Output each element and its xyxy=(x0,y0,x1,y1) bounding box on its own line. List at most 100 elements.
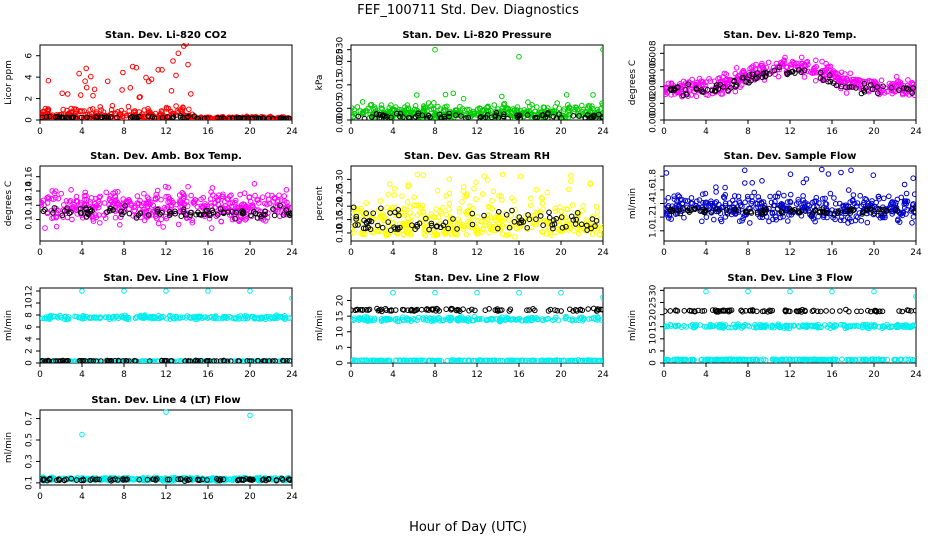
data-point xyxy=(237,191,243,198)
data-point xyxy=(405,182,412,188)
data-point xyxy=(435,214,442,220)
data-point xyxy=(912,85,916,91)
data-point xyxy=(91,314,97,320)
data-point xyxy=(383,231,390,237)
data-point-reference xyxy=(40,208,47,215)
data-point xyxy=(722,184,728,191)
data-point-reference xyxy=(480,115,487,120)
data-point xyxy=(499,357,506,363)
data-point xyxy=(664,357,667,363)
data-point-reference xyxy=(574,210,581,216)
data-points xyxy=(40,181,292,231)
data-point xyxy=(369,357,375,363)
data-point xyxy=(813,57,819,64)
x-tick-label: 0 xyxy=(348,127,354,137)
y-tick-label: 0.3 xyxy=(25,454,35,468)
data-point-reference xyxy=(588,114,594,120)
data-point xyxy=(516,53,522,60)
data-point xyxy=(205,288,211,294)
data-point-reference xyxy=(713,206,719,212)
data-point xyxy=(705,92,711,98)
data-point xyxy=(889,199,895,206)
y-tick-label: 10 xyxy=(649,333,659,345)
data-point xyxy=(204,315,211,321)
data-point-reference xyxy=(397,110,404,117)
data-point xyxy=(351,222,355,229)
data-point xyxy=(124,315,130,322)
data-point xyxy=(115,205,121,211)
data-point-reference xyxy=(218,115,225,120)
data-point-reference xyxy=(570,217,577,223)
data-point xyxy=(422,220,429,227)
data-point-reference xyxy=(258,213,265,220)
data-point xyxy=(719,205,725,211)
data-point-reference xyxy=(567,306,573,313)
data-point xyxy=(550,317,556,324)
data-point xyxy=(909,220,915,226)
data-point xyxy=(408,213,415,220)
data-point xyxy=(743,211,750,218)
data-point xyxy=(477,316,483,322)
data-point xyxy=(827,190,834,197)
data-point xyxy=(557,204,563,210)
data-point-reference xyxy=(376,115,382,120)
data-point xyxy=(509,357,516,363)
data-point-reference xyxy=(540,222,546,228)
data-point-reference xyxy=(114,114,120,120)
x-tick-label: 20 xyxy=(244,370,256,380)
data-point xyxy=(539,195,546,202)
data-point xyxy=(40,108,47,115)
data-point-reference xyxy=(558,308,564,314)
data-point xyxy=(868,322,874,328)
data-point xyxy=(277,314,284,320)
data-point xyxy=(863,196,870,203)
data-point-reference xyxy=(546,214,553,221)
x-tick-label: 12 xyxy=(784,370,795,380)
data-point-reference xyxy=(362,225,369,232)
data-point-reference xyxy=(691,308,698,314)
x-tick-label: 20 xyxy=(555,248,567,258)
y-tick-label: 0.5 xyxy=(25,433,35,447)
data-point xyxy=(129,63,136,70)
data-point-reference xyxy=(405,115,412,120)
data-point xyxy=(220,193,226,200)
data-point-reference xyxy=(830,80,837,86)
data-point-reference xyxy=(195,209,201,216)
data-point xyxy=(79,316,86,322)
data-point xyxy=(40,202,44,208)
data-point-reference xyxy=(680,205,686,212)
data-point xyxy=(539,228,545,235)
data-point xyxy=(526,357,533,363)
data-point-reference xyxy=(411,308,417,314)
y-tick-label: 0.006 xyxy=(649,57,659,83)
data-point-reference xyxy=(409,222,415,228)
data-point xyxy=(664,91,669,97)
data-point xyxy=(155,205,162,212)
y-axis-label: percent xyxy=(315,186,325,221)
data-point-reference xyxy=(667,308,674,314)
data-point xyxy=(870,172,877,178)
data-point-reference xyxy=(412,226,418,232)
x-tick-label: 0 xyxy=(348,248,354,258)
data-point-reference xyxy=(765,309,771,315)
data-point xyxy=(546,226,553,232)
data-point xyxy=(589,103,595,109)
data-point xyxy=(497,226,504,233)
data-point-reference xyxy=(397,114,403,120)
data-point-reference xyxy=(145,212,152,218)
data-point xyxy=(264,201,270,208)
data-point-reference xyxy=(207,212,213,219)
x-tick-label: 4 xyxy=(703,248,709,258)
data-point-reference xyxy=(82,358,88,363)
data-point xyxy=(913,293,916,300)
data-point-reference xyxy=(379,224,386,231)
data-point xyxy=(814,69,820,76)
data-point xyxy=(744,193,751,200)
data-point xyxy=(356,317,362,324)
data-point xyxy=(190,314,196,320)
data-point-reference xyxy=(865,307,871,314)
data-point xyxy=(854,200,861,206)
data-point xyxy=(817,356,823,363)
data-point xyxy=(516,357,523,363)
